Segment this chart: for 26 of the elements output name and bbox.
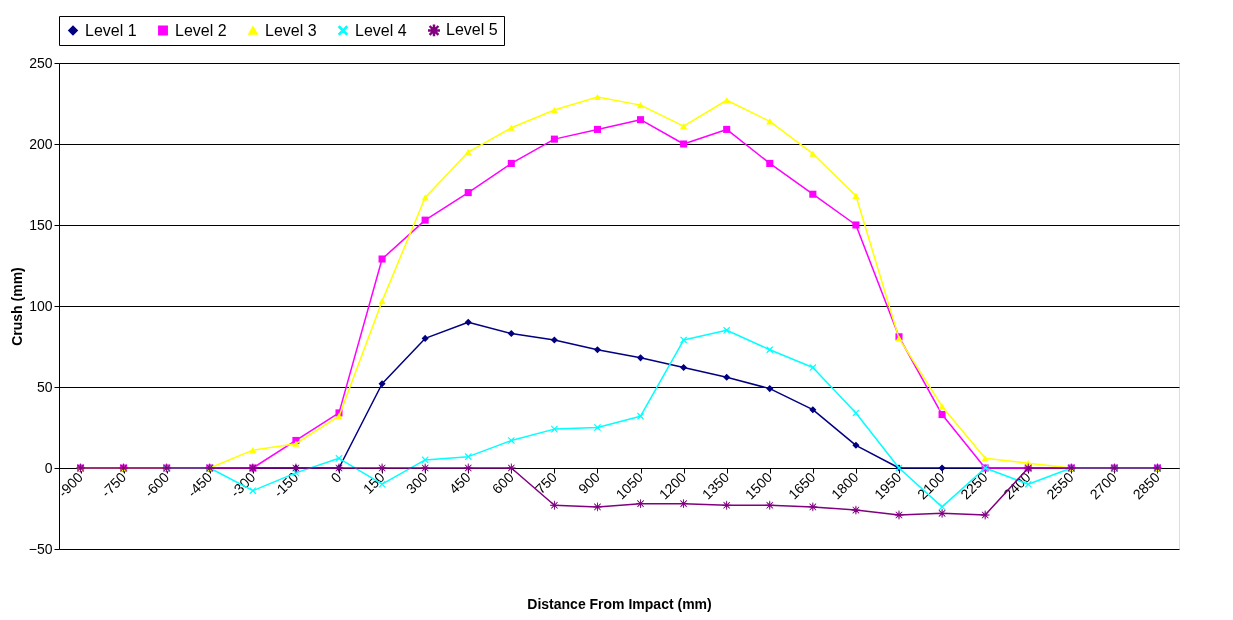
y-tick-label: 250 <box>29 54 53 71</box>
x-tick-label: -450 <box>184 468 216 501</box>
y-axis-title: Crush (mm) <box>8 267 25 346</box>
legend-label: Level 5 <box>446 21 498 39</box>
x-tick-label: -600 <box>141 468 173 501</box>
y-tick-label: 150 <box>29 216 53 233</box>
x-axis-title: Distance From Impact (mm) <box>527 596 712 613</box>
x-tick-label: 0 <box>327 468 345 486</box>
x-tick-label: 750 <box>532 468 560 497</box>
x-tick-label: -900 <box>54 468 87 501</box>
legend-label: Level 2 <box>175 21 227 39</box>
x-tick-label: -150 <box>270 468 302 501</box>
legend-label: Level 4 <box>355 21 407 39</box>
x-tick-label: 900 <box>575 468 604 497</box>
y-tick-label: −50 <box>28 540 53 557</box>
legend-label: Level 3 <box>265 21 317 39</box>
x-tick-label: 300 <box>402 468 431 497</box>
y-tick-label: 100 <box>29 297 53 314</box>
y-tick-label: 200 <box>29 135 53 152</box>
x-tick-label: -750 <box>97 468 130 501</box>
x-tick-label: -300 <box>227 468 259 501</box>
legend-label: Level 1 <box>85 21 137 39</box>
x-tick-label: 450 <box>445 468 474 497</box>
y-tick-label: 50 <box>36 378 53 395</box>
x-tick-label: 600 <box>488 468 517 497</box>
x-tick-label: 150 <box>359 468 388 497</box>
